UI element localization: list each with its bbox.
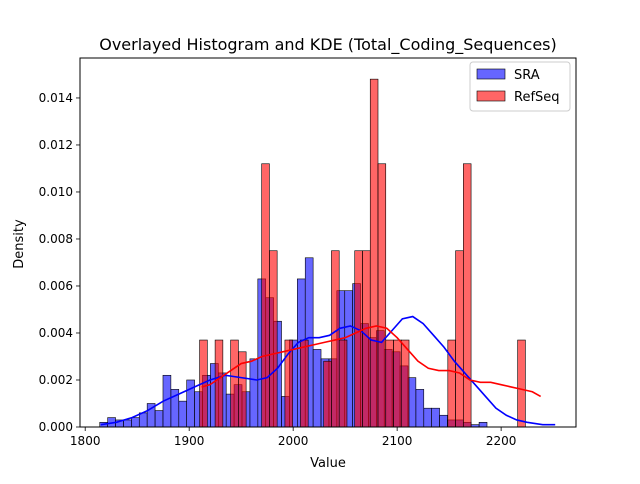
refseq-bar xyxy=(214,339,224,428)
y-tick-label: 0.010 xyxy=(39,185,73,199)
refseq-bar xyxy=(393,339,402,428)
y-tick-label: 0.012 xyxy=(39,138,73,152)
sra-bar xyxy=(131,417,140,428)
legend-swatch-refseq xyxy=(476,90,506,102)
refseq-bar xyxy=(323,360,332,428)
sra-bar xyxy=(478,421,488,428)
sra-bar xyxy=(423,407,432,428)
x-axis: 1800 1900 2000 2100 2200 xyxy=(70,427,516,448)
y-tick-label: 0.006 xyxy=(39,279,73,293)
legend-label-refseq: RefSeq xyxy=(514,90,560,105)
sra-bar xyxy=(249,358,259,428)
y-axis: 0.000 0.002 0.004 0.006 0.008 0.010 0.012 0.014 xyxy=(39,91,80,434)
plot-frame xyxy=(79,57,577,428)
refseq-kde-line xyxy=(201,325,542,398)
x-axis-label: Value xyxy=(310,456,346,471)
x-tick-label: 1800 xyxy=(70,434,101,448)
sra-bar xyxy=(439,414,448,428)
legend-swatch-sra xyxy=(476,68,506,80)
refseq-bar xyxy=(230,339,239,428)
refseq-bar xyxy=(463,163,472,428)
refseq-bar xyxy=(369,78,379,428)
x-tick-label: 2000 xyxy=(278,434,309,448)
sra-bar xyxy=(123,419,132,428)
refseq-bar xyxy=(400,339,410,428)
y-tick-label: 0.002 xyxy=(39,373,73,387)
refseq-bar xyxy=(377,163,387,428)
sra-bar xyxy=(178,400,187,428)
x-tick-label: 2200 xyxy=(486,434,517,448)
refseq-bar xyxy=(300,339,309,428)
sra-bar xyxy=(154,410,164,428)
y-tick-label: 0.000 xyxy=(39,420,73,434)
chart-title: Overlayed Histogram and KDE (Total_Codin… xyxy=(99,35,557,55)
x-tick-label: 2100 xyxy=(382,434,413,448)
refseq-bar xyxy=(354,250,363,428)
sra-bar xyxy=(415,389,425,428)
sra-bar xyxy=(138,412,148,428)
sra-bar xyxy=(312,349,322,428)
y-axis-label: Density xyxy=(12,219,27,269)
refseq-bar xyxy=(269,250,278,428)
refseq-bar xyxy=(338,339,348,428)
x-tick-label: 1900 xyxy=(174,434,205,448)
refseq-bar xyxy=(455,250,464,428)
refseq-bar xyxy=(385,339,394,428)
sra-bar xyxy=(431,407,440,428)
legend-label-sra: SRA xyxy=(514,68,540,83)
y-tick-label: 0.004 xyxy=(39,326,73,340)
refseq-bar xyxy=(517,339,526,428)
sra-kde-line xyxy=(100,315,556,426)
kde-curves xyxy=(100,315,556,426)
y-tick-label: 0.014 xyxy=(39,91,73,105)
legend: SRA RefSeq xyxy=(469,61,571,112)
y-tick-label: 0.008 xyxy=(39,232,73,246)
refseq-bar xyxy=(261,163,270,428)
